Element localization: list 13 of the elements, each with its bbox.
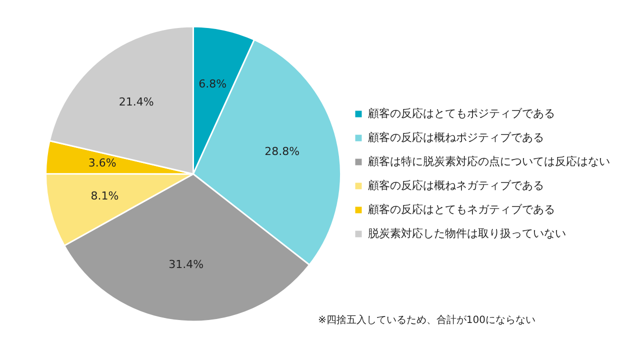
data-label: 3.6% — [88, 156, 116, 170]
legend-label: 顧客の反応はとてもネガティブである — [368, 202, 555, 216]
legend-label: 脱炭素対応した物件は取り扱っていない — [368, 226, 566, 240]
text: ※四捨五入しているため、合計が100にならない — [318, 314, 536, 327]
data-label: 8.1% — [90, 190, 119, 203]
legend-label: 顧客の反応は概ねポジティブである — [368, 130, 544, 144]
data-label: 6.8% — [198, 77, 227, 90]
legend-label: 顧客の反応はとてもポジティブである — [368, 106, 555, 120]
data-label: 21.4% — [118, 95, 154, 108]
legend-label: 顧客の反応は概ねネガティブである — [368, 178, 544, 192]
data-label: 31.4% — [168, 258, 204, 272]
data-label: 28.8% — [264, 145, 300, 158]
legend-label: 顧客は特に脱炭素対応の点については反応はない — [368, 154, 610, 168]
